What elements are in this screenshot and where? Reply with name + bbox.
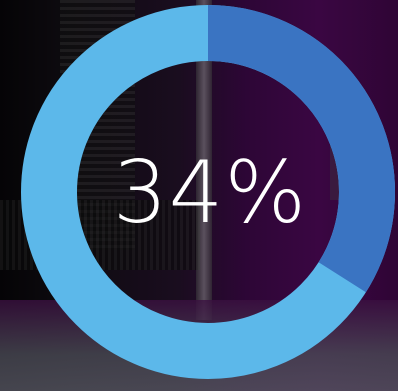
progress-ring-filled: [207, 5, 395, 293]
background-pole: [196, 0, 212, 320]
progress-percent-label: 34%: [112, 143, 308, 243]
